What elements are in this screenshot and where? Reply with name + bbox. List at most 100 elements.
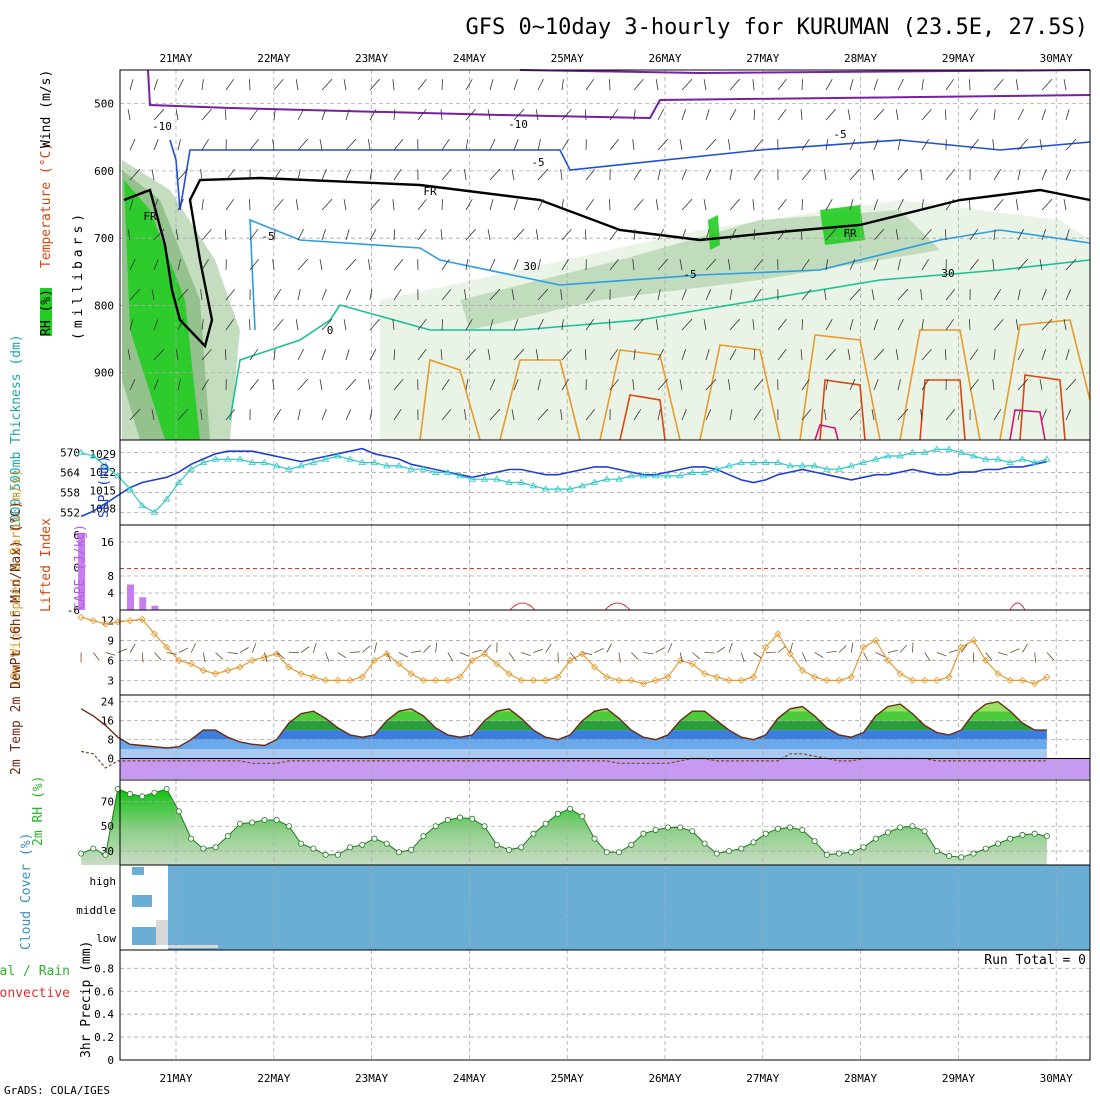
precip-panel: 0 0.2 0.4 0.6 0.8 — [94, 949, 1091, 1067]
wind-barb — [727, 259, 731, 271]
wind-barb — [679, 139, 683, 151]
thickness-marker — [945, 445, 953, 452]
wind-barb — [561, 138, 569, 151]
rh2m-marker — [78, 850, 85, 857]
bottom-date-label: 29MAY — [942, 1072, 975, 1085]
wind-barb-10m — [93, 652, 100, 661]
rh2m-marker — [603, 849, 610, 856]
wind-barb-10m — [826, 650, 837, 653]
wind-barb — [681, 198, 693, 211]
wind-barb — [129, 408, 141, 421]
wind-barb-10m — [618, 652, 621, 663]
wind-barb — [825, 78, 833, 91]
wind-barb — [945, 198, 955, 211]
wind-barb-10m — [141, 652, 144, 663]
wind-barb — [632, 379, 635, 391]
wind-barb — [417, 318, 427, 331]
wind-barb — [513, 139, 519, 151]
wind-barb-10m — [606, 643, 612, 653]
wind-barb — [753, 168, 762, 181]
wind-barb — [777, 348, 787, 361]
wind-barb — [177, 379, 181, 391]
wind-barb — [153, 228, 165, 241]
wind-barb — [681, 318, 693, 331]
wind-barb — [464, 169, 467, 181]
wind-barb-10m — [863, 652, 869, 662]
wind-barb — [1039, 259, 1043, 271]
precip-tick: 0 — [107, 1054, 114, 1067]
wind-barb — [895, 349, 899, 361]
wind-barb — [945, 318, 955, 331]
wind-barb — [969, 378, 979, 391]
wind-barb — [825, 318, 833, 331]
wind-barb — [177, 168, 189, 181]
top-date-label: 29MAY — [942, 52, 975, 65]
wind-barb — [560, 169, 563, 181]
wind-barb — [633, 349, 636, 361]
wind-barb — [777, 228, 787, 241]
wind-barb — [729, 169, 733, 181]
rh2m-marker — [481, 823, 488, 830]
wind-barb — [129, 199, 134, 211]
thickness-marker — [566, 485, 574, 492]
wind-barb — [585, 78, 595, 91]
wind-barb-10m — [166, 652, 177, 655]
wind-barb — [657, 409, 661, 421]
upper-air-panel: 500 600 700 800 900 -10 -10 -5 -5 -5 -5 0 FR FR FR 30 30 — [94, 69, 1091, 441]
cape-bar — [78, 533, 86, 610]
thickness-marker — [578, 482, 587, 489]
wind-barb — [369, 229, 377, 241]
thickness-marker — [138, 501, 146, 509]
wind-speed-marker — [334, 676, 342, 684]
thickness-marker — [664, 472, 672, 479]
cape-bar — [127, 584, 134, 610]
wind-barb — [537, 379, 541, 391]
wind-barb — [345, 138, 357, 151]
wind-speed-marker — [786, 650, 794, 658]
rh2m-ylabel: 2m RH (%) — [31, 776, 46, 846]
wind-barb — [705, 378, 717, 391]
rh-shading — [124, 180, 200, 440]
wind-speed-marker — [1006, 676, 1014, 684]
wind-barb — [249, 378, 259, 391]
wind-barb-10m — [1046, 652, 1054, 661]
wind-speed-marker — [529, 676, 537, 684]
wind-barb-10m — [814, 652, 824, 658]
bottom-date-label: 23MAY — [355, 1072, 388, 1085]
thickness-marker — [786, 462, 794, 469]
cloud-level-label: high — [90, 875, 117, 888]
wind-barb — [367, 139, 371, 151]
wind-barb — [201, 258, 209, 271]
wind-barb — [321, 109, 326, 121]
wind-barb — [657, 229, 665, 241]
wind-barb — [801, 319, 804, 331]
wind-barb — [441, 79, 444, 91]
wind-barb-10m — [300, 646, 310, 653]
bottom-date-label: 26MAY — [648, 1072, 681, 1085]
wind-barb — [1017, 258, 1029, 271]
wind-speed-marker — [896, 670, 904, 678]
wind-barb — [1041, 169, 1047, 181]
wind-barb — [729, 229, 737, 241]
wind-barb — [1041, 409, 1047, 421]
wind-barb — [345, 289, 352, 301]
wind-barb-10m — [912, 642, 914, 653]
wind-barb-10m — [594, 648, 604, 653]
wind-barb — [777, 198, 787, 211]
bottom-date-label: 30MAY — [1040, 1072, 1073, 1085]
chart-title: GFS 0~10day 3-hourly for KURUMAN (23.5E,… — [465, 15, 1088, 40]
wind-barb — [153, 259, 159, 271]
wind-speed-marker — [982, 656, 990, 665]
thickness-marker — [89, 452, 98, 459]
wind-speed-marker — [309, 673, 317, 681]
wind-barb — [1041, 318, 1053, 331]
wind-barb — [1015, 319, 1019, 331]
t2m-tick: 8 — [107, 734, 114, 747]
rh2m-marker — [677, 824, 684, 831]
wind-speed-marker — [945, 673, 953, 681]
wind-barb — [897, 319, 904, 331]
wind-barb-10m — [887, 650, 898, 653]
wind-speed-marker — [456, 673, 464, 681]
wind-barb — [465, 318, 473, 331]
